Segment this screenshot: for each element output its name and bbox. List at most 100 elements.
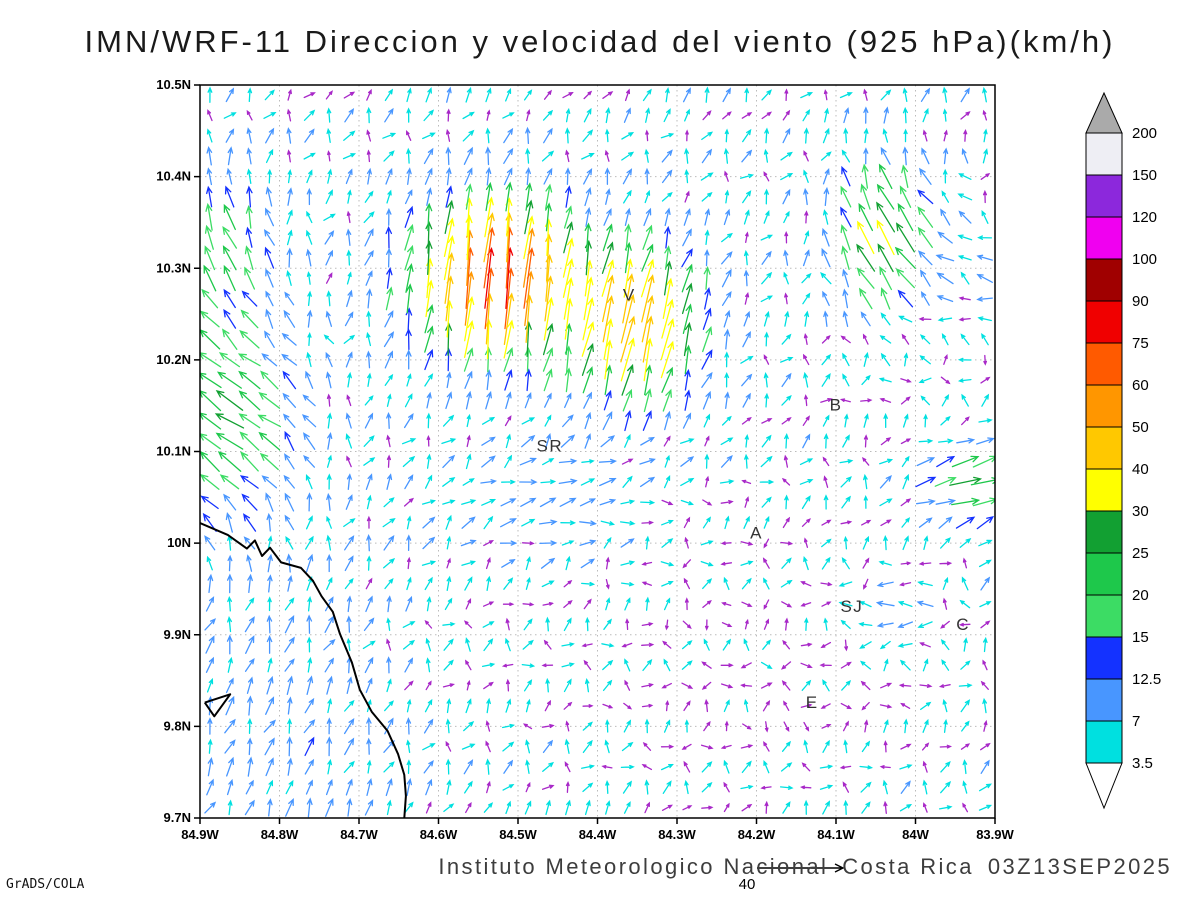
wind-vector [224,739,236,754]
wind-vector [878,560,892,566]
wind-vector [442,622,456,627]
wind-vector [579,520,597,526]
wind-vector [461,516,476,529]
wind-vector [204,801,217,814]
wind-vector [883,412,888,429]
wind-vector [366,737,372,755]
wind-vector [503,759,514,774]
wind-vector [624,433,631,448]
wind-vector [385,777,393,797]
wind-vector [405,717,412,735]
wind-vector [743,515,750,529]
wind-vector [601,241,614,274]
wind-vector [426,453,432,469]
wind-vector [682,805,693,811]
wind-vector [404,393,413,408]
wind-vector [462,129,475,142]
wind-vector [326,393,332,407]
wind-vector [900,396,911,405]
wind-vector [362,640,376,650]
wind-vector [384,107,394,123]
wind-vector [383,761,395,773]
wind-vector [901,517,911,528]
wind-vector [206,146,213,166]
wind-vector [960,87,970,103]
wind-vector [841,556,850,570]
wind-vector [980,376,991,384]
colorbar-segment [1085,300,1123,344]
wind-vector [704,208,711,226]
wind-vector [724,372,730,388]
wind-vector [406,739,411,754]
wind-vector [364,395,374,406]
wind-vector [702,390,712,410]
wind-vector [347,189,352,204]
wind-vector [543,89,552,100]
wind-vector [820,582,833,587]
wind-vector [645,107,651,123]
y-tick-label: 9.9N [164,627,191,642]
wind-vector [957,357,972,362]
wind-vector [781,477,791,486]
wind-vector [386,473,393,490]
wind-vector [783,249,789,266]
wind-vector [583,598,592,610]
wind-vector [800,581,812,587]
wind-vector [564,392,572,409]
wind-vector [804,394,808,407]
wind-vector [959,599,971,609]
wind-vector [660,744,675,749]
wind-vector [520,497,537,507]
wind-vector [580,478,596,486]
wind-vector [263,719,277,733]
wind-vector [842,781,850,793]
wind-vector [622,388,633,412]
colorbar-tick-label: 25 [1132,545,1149,562]
city-label: B [830,395,843,414]
wind-vector [879,498,893,507]
wind-vector [403,413,414,429]
wind-vector [702,307,712,330]
colorbar-tick-label: 40 [1132,461,1149,478]
wind-vector [802,249,810,267]
wind-vector [840,185,852,208]
wind-vector [523,679,533,692]
wind-vector [744,291,750,305]
wind-vector [958,173,972,180]
wind-vector [641,703,654,708]
wind-vector [257,414,282,428]
wind-vector [704,287,711,310]
wind-vector [305,779,313,795]
wind-vector [403,497,415,507]
wind-vector [225,128,235,143]
wind-vector [581,764,595,769]
wind-vector [919,355,931,365]
wind-vector [664,410,671,431]
wind-vector [940,639,950,651]
wind-vector [641,561,653,566]
wind-vector [880,519,892,527]
wind-vector [681,248,693,268]
y-tick-label: 10.5N [156,77,191,92]
wind-vector [660,561,675,567]
wind-vector [226,573,233,594]
wind-vector [401,438,417,445]
wind-vector [684,597,689,611]
wind-vector [226,756,235,777]
wind-vector [879,398,892,403]
wind-vector [525,555,531,571]
wind-vector [701,148,713,164]
wind-vector [723,309,731,328]
wind-vector [903,352,909,367]
city-label: A [750,524,763,543]
wind-vector [863,351,869,367]
wind-vector [303,719,316,734]
wind-vector [218,352,241,368]
wind-vector [821,601,832,607]
wind-vector [918,517,933,528]
wind-vector [382,132,397,139]
wind-vector [602,295,614,343]
wind-vector [445,718,451,734]
wind-vector [761,250,772,265]
